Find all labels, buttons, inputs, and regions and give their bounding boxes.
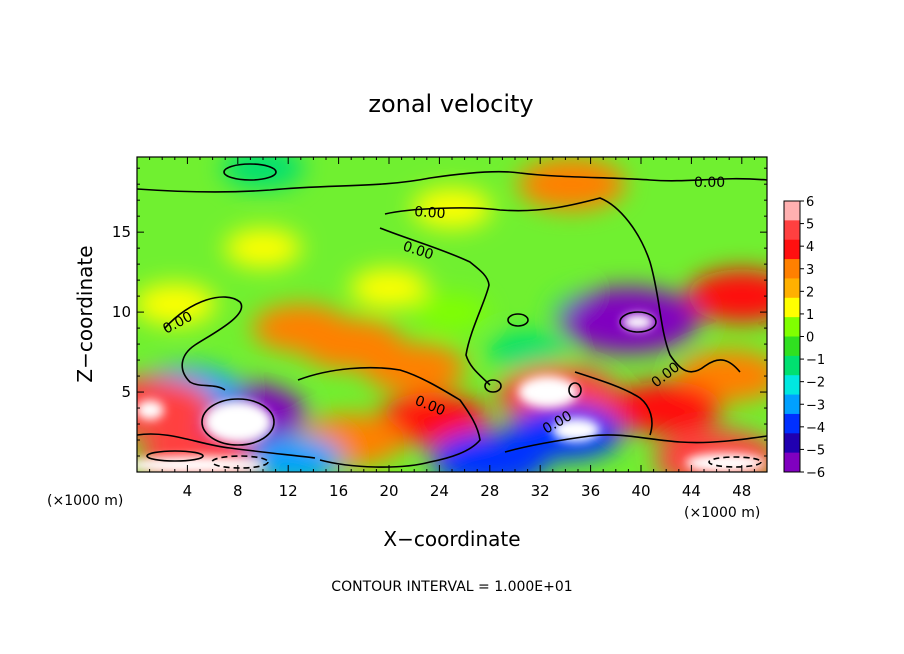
contour-line	[384, 197, 741, 373]
contour-label: 0.00	[694, 175, 725, 191]
field-feature	[430, 430, 550, 472]
contour-line	[297, 366, 481, 468]
colorbar-swatch	[784, 394, 800, 415]
chart-title: zonal velocity	[368, 90, 533, 118]
colorbar-label: 3	[806, 263, 814, 278]
colorbar-label: 0	[806, 331, 814, 346]
colorbar-swatch	[784, 201, 800, 221]
contour-line	[137, 433, 316, 459]
colorbar-swatch	[784, 259, 800, 279]
colorbar-label: −1	[806, 353, 825, 368]
colorbar-label: 6	[806, 195, 814, 210]
x-tick-label: 16	[329, 482, 348, 500]
field-feature	[686, 269, 767, 323]
contour-line	[164, 296, 243, 391]
colorbar-label: 1	[806, 308, 814, 323]
contour-line	[619, 311, 657, 333]
contour-line	[484, 379, 502, 393]
velocity-cores	[137, 314, 765, 472]
x-axis-label: X−coordinate	[383, 527, 520, 551]
x-tick-label: 36	[581, 482, 600, 500]
white-core	[137, 400, 164, 420]
contour-interval-note: CONTOUR INTERVAL = 1.000E+01	[331, 579, 572, 595]
field-feature	[517, 157, 626, 211]
field-feature	[377, 392, 489, 447]
colorbar-swatch	[784, 375, 800, 396]
x-tick-label: 20	[379, 482, 398, 500]
white-core	[622, 314, 654, 330]
colorbar-swatch	[784, 297, 800, 318]
field-feature	[137, 377, 215, 440]
contour-line	[708, 456, 762, 468]
zero-contours	[137, 163, 767, 469]
colorbar-label: −5	[806, 443, 825, 458]
field-feature	[137, 283, 216, 325]
colorbar-swatch	[784, 278, 800, 299]
y-tick-label: 5	[121, 383, 131, 401]
x-tick-label: 28	[480, 482, 499, 500]
colorbar-swatch	[784, 413, 800, 434]
field-feature	[224, 228, 302, 268]
plot-area: 0.00 0.00 0.00 0.00 0.00 0.00 0.00	[137, 157, 767, 472]
x-tick-label: 24	[430, 482, 449, 500]
contour-line	[211, 455, 269, 469]
colorbar-swatch	[784, 452, 800, 473]
x-tick-label: 44	[682, 482, 701, 500]
colorbar-swatch	[784, 220, 800, 241]
x-tick-label: 48	[732, 482, 751, 500]
colorbar-label: −3	[806, 398, 825, 413]
y-tick-label: 10	[112, 303, 131, 321]
white-core	[137, 456, 265, 472]
x-tick-label: 8	[233, 482, 243, 500]
field-feature	[363, 343, 466, 394]
field-feature	[246, 435, 343, 472]
colorbar-label: −6	[806, 466, 825, 481]
field-feature	[221, 157, 305, 189]
field-feature	[487, 331, 568, 373]
colorbar-label: 2	[806, 285, 814, 300]
colorbar: 6 5 4 3 2 1 0 −1 −2 −3 −4 −5 −6	[783, 195, 825, 481]
contour-line	[146, 450, 204, 462]
field-feature	[349, 268, 429, 309]
colorbar-label: 4	[806, 240, 814, 255]
colorbar-swatch	[784, 355, 800, 376]
contour-line	[574, 371, 653, 436]
colorbar-swatch	[784, 433, 800, 454]
x-tick-label: 40	[631, 482, 650, 500]
white-core	[518, 376, 578, 408]
colorbar-swatch	[784, 336, 800, 357]
colorbar-swatch	[784, 317, 800, 337]
field-feature	[416, 293, 488, 331]
y-tick-label: 15	[112, 223, 131, 241]
contour-line	[379, 227, 491, 386]
x-tick-label: 4	[183, 482, 193, 500]
colorbar-swatch	[784, 239, 800, 260]
y-axis-label: Z−coordinate	[73, 245, 97, 382]
contour-line	[137, 170, 767, 193]
white-core	[204, 401, 272, 443]
contour-line	[201, 398, 275, 446]
field-feature	[611, 381, 722, 435]
x-tick-label: 12	[279, 482, 298, 500]
x-unit-left: (×1000 m)	[47, 493, 123, 509]
contour-line	[568, 382, 582, 398]
contour-line	[507, 313, 529, 327]
white-core	[685, 453, 765, 472]
x-unit-right: (×1000 m)	[684, 505, 760, 521]
x-tick-label: 32	[531, 482, 550, 500]
contour-line	[223, 163, 277, 181]
contour-label: 0.00	[414, 204, 446, 222]
colorbar-label: −4	[806, 421, 825, 436]
colorbar-label: 5	[806, 218, 814, 233]
contour-line	[504, 434, 767, 453]
colorbar-label: −2	[806, 376, 825, 391]
